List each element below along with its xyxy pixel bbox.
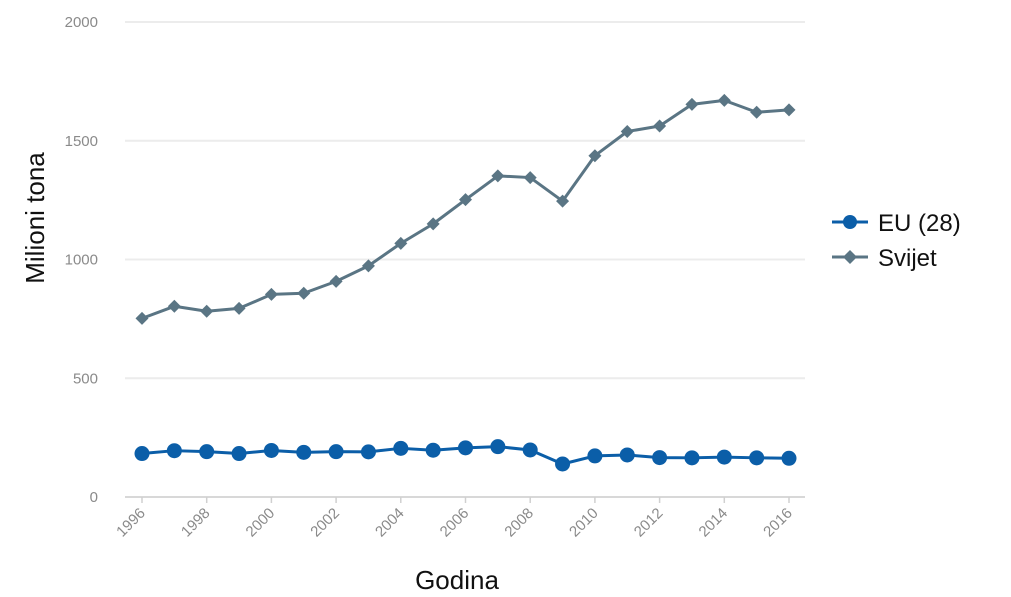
- data-point: [296, 444, 312, 460]
- data-point: [619, 447, 635, 463]
- data-point: [782, 103, 796, 117]
- x-tick-label: 1998: [178, 505, 214, 541]
- x-tick-label: 2012: [631, 505, 667, 541]
- data-point: [459, 193, 472, 207]
- series-layer: [134, 93, 797, 472]
- data-point: [232, 301, 246, 315]
- data-point: [167, 299, 181, 313]
- data-point: [556, 194, 570, 208]
- data-point: [199, 444, 215, 460]
- x-tick-label: 2008: [501, 505, 537, 541]
- data-point: [491, 169, 505, 183]
- x-tick-label: 2000: [243, 505, 279, 541]
- data-point: [781, 450, 797, 466]
- x-axis-ticks: 1996 1998 2000 2002 2004 2006 2008 2010 2012 2014…: [113, 497, 796, 540]
- data-point: [200, 304, 214, 318]
- data-point: [522, 442, 538, 458]
- data-point: [329, 274, 343, 288]
- data-point: [685, 97, 699, 111]
- legend-marker-svijet: [843, 250, 857, 264]
- legend-item-eu: EU (28): [832, 210, 961, 237]
- gridlines: [125, 21, 805, 498]
- data-point: [135, 311, 149, 325]
- x-tick-label: 2014: [696, 505, 732, 541]
- data-point: [297, 286, 311, 300]
- data-point: [716, 449, 732, 465]
- data-point: [523, 171, 537, 185]
- y-tick-label: 1500: [65, 133, 98, 150]
- data-point: [620, 124, 634, 138]
- legend: EU (28) Svijet: [832, 210, 961, 272]
- data-point: [588, 149, 602, 163]
- data-point: [717, 93, 731, 107]
- data-point: [653, 119, 667, 133]
- data-point: [425, 442, 441, 458]
- series-line: [141, 98, 790, 320]
- y-tick-label: 0: [90, 489, 98, 506]
- data-point: [490, 439, 506, 455]
- y-axis-ticks: 0 500 1000 1500 2000: [65, 14, 98, 506]
- data-point: [166, 443, 182, 459]
- data-point: [458, 440, 473, 456]
- x-tick-label: 1996: [113, 505, 149, 541]
- x-tick-label: 2006: [437, 505, 473, 541]
- data-point: [587, 448, 603, 464]
- data-point: [328, 444, 344, 460]
- data-point: [231, 446, 247, 462]
- data-point: [394, 236, 408, 250]
- y-tick-label: 500: [73, 370, 98, 387]
- data-point: [134, 446, 150, 462]
- legend-item-svijet: Svijet: [832, 245, 937, 272]
- data-point: [264, 287, 278, 301]
- data-point: [426, 217, 440, 231]
- data-point: [684, 450, 700, 466]
- series-eu: [134, 439, 797, 472]
- series-svijet: [135, 93, 796, 325]
- y-tick-label: 1000: [65, 252, 98, 269]
- data-point: [749, 450, 765, 466]
- x-tick-label: 2016: [760, 505, 796, 541]
- data-point: [555, 456, 571, 472]
- y-tick-label: 2000: [65, 14, 98, 31]
- legend-marker-eu: [843, 215, 857, 229]
- data-point: [361, 259, 375, 273]
- x-tick-label: 2010: [566, 505, 602, 541]
- x-tick-label: 2004: [372, 505, 408, 541]
- data-point: [393, 440, 409, 456]
- data-point: [360, 444, 376, 460]
- data-point: [750, 105, 764, 119]
- x-axis-title: Godina: [415, 565, 499, 595]
- data-point: [263, 442, 279, 458]
- legend-label-eu: EU (28): [878, 210, 961, 237]
- data-point: [652, 450, 668, 466]
- y-axis-title: Milioni tona: [20, 152, 50, 284]
- x-tick-label: 2002: [307, 505, 343, 541]
- legend-label-svijet: Svijet: [878, 245, 937, 272]
